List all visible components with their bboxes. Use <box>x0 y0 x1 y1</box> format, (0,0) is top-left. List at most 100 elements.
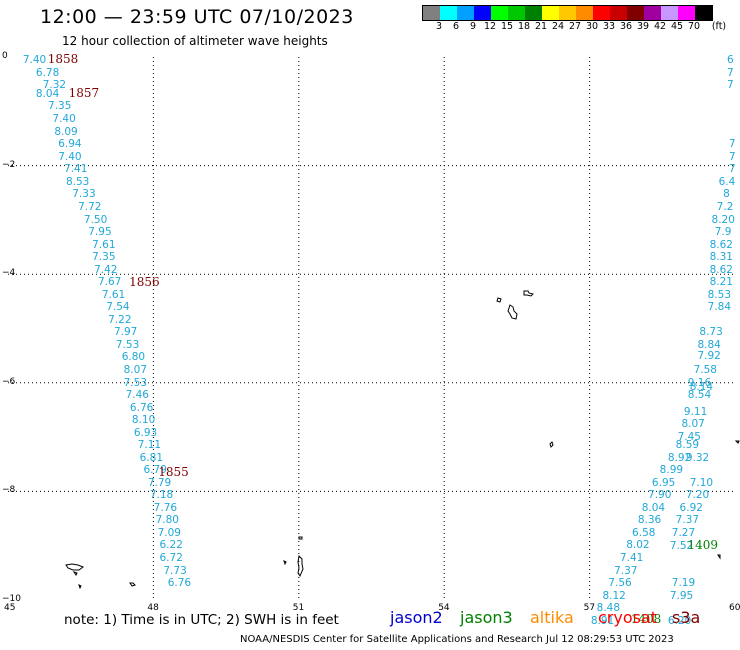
legend-swatch <box>525 6 542 20</box>
satellite-jason3: jason3 <box>460 608 513 627</box>
legend-swatch <box>610 6 627 20</box>
map-title: 12:00 — 23:59 UTC 07/10/2023 <box>40 6 354 28</box>
legend-swatch <box>644 6 661 20</box>
legend-swatch <box>661 6 678 20</box>
island-outline <box>283 560 287 566</box>
wave-height-value: 8.07 <box>681 418 705 431</box>
wave-height-value: 8.59 <box>675 439 700 452</box>
wave-height-value: 7.53 <box>123 376 148 389</box>
wave-height-value: 8.31 <box>709 251 733 264</box>
wave-height-value: 7.54 <box>106 301 130 314</box>
wave-height-value: 8.54 <box>687 389 712 402</box>
wave-height-value: 7.9 <box>714 226 732 239</box>
wave-height-value: 7 <box>726 66 734 79</box>
wave-height-value: 8.53 <box>65 175 90 188</box>
wave-height-value: 7 <box>728 138 736 151</box>
wave-height-value: 7.61 <box>92 238 116 251</box>
wave-height-value: 7.58 <box>693 363 717 376</box>
wave-height-value: 7.73 <box>163 564 187 577</box>
wave-height-value: 7.35 <box>92 251 116 264</box>
wave-height-value: 7.41 <box>619 552 644 565</box>
legend-label: 21 <box>534 21 548 32</box>
wave-height-value: 7 <box>728 163 736 176</box>
footer-credit: NOAA/NESDIS Center for Satellite Applica… <box>240 634 674 645</box>
wave-height-value: 7.40 <box>58 150 82 163</box>
wave-height-value: 7.19 <box>671 577 696 590</box>
wave-height-value: 7.72 <box>78 200 102 213</box>
wave-height-value: 8.10 <box>131 414 156 427</box>
wave-height-value: 8.14 <box>689 381 714 394</box>
wave-height-value: 7.35 <box>48 100 72 113</box>
island-outline <box>129 582 136 587</box>
wave-height-value: 7.32 <box>42 79 67 92</box>
legend-label: 39 <box>636 21 650 32</box>
wave-height-value: 7 <box>728 150 736 163</box>
color-scale-legend <box>422 5 713 21</box>
island-outline <box>734 440 740 444</box>
legend-label: 70 <box>687 21 701 32</box>
wave-height-value: 7.45 <box>677 430 701 443</box>
wave-height-value: 6.72 <box>159 552 183 565</box>
wave-height-value: 6.20 <box>667 614 692 627</box>
x-tick-label: 54 <box>438 603 450 613</box>
legend-label: 3 <box>435 21 443 32</box>
x-tick-label: 60 <box>729 603 740 613</box>
wave-height-value: 7.84 <box>707 301 732 314</box>
legend-label: 12 <box>483 21 497 32</box>
wave-height-value: 6.79 <box>143 464 167 477</box>
wave-height-value: 8.73 <box>699 326 723 339</box>
wave-height-value: 6.78 <box>35 66 60 79</box>
wave-height-value: 7.11 <box>137 439 162 452</box>
island-outline <box>65 563 85 571</box>
wave-height-value: 6.76 <box>129 401 154 414</box>
wave-height-value: 7.95 <box>669 589 694 602</box>
wave-height-value: 7.27 <box>671 526 696 539</box>
wave-height-value: 6.92 <box>679 501 703 514</box>
grid-lines <box>8 57 735 600</box>
wave-height-value: 7.18 <box>149 489 174 502</box>
island-outline <box>298 536 303 540</box>
island-outline <box>549 441 554 448</box>
wave-height-value: 8.48 <box>596 602 621 615</box>
legend-swatch <box>440 6 457 20</box>
legend-swatch <box>457 6 474 20</box>
y-tick-label: −4 <box>2 268 16 279</box>
legend-swatch <box>678 6 695 20</box>
wave-height-value: 8.62 <box>709 238 733 251</box>
wave-height-value: 8.07 <box>123 363 148 376</box>
legend-swatch <box>508 6 525 20</box>
legend-swatch <box>423 6 440 20</box>
legend-label: 42 <box>653 21 667 32</box>
wave-height-value: 8.99 <box>659 464 684 477</box>
wave-height-value: 6.4 <box>718 175 736 188</box>
wave-height-value: 7.40 <box>22 54 47 67</box>
wave-height-value: 6.80 <box>121 351 146 364</box>
pass-time-label: 1858 <box>47 51 79 66</box>
pass-time-label: 1856 <box>129 274 160 289</box>
island-outline <box>496 297 502 303</box>
wave-height-value: 7.37 <box>675 514 700 527</box>
satellite-s3a: s3a <box>672 608 701 627</box>
wave-height-value: 8.92 <box>667 451 692 464</box>
y-tick-label: −2 <box>2 159 16 170</box>
pass-time-label: 1855 <box>158 464 189 479</box>
wave-height-value: 8.84 <box>697 338 721 351</box>
wave-height-value: 7.79 <box>147 476 172 489</box>
wave-height-value: 7.10 <box>689 476 714 489</box>
wave-height-value: 7.46 <box>125 389 149 402</box>
wave-height-value: 7.33 <box>72 188 96 201</box>
legend-label: 6 <box>452 21 460 32</box>
wave-height-value: 7.67 <box>97 276 122 289</box>
legend-label: 36 <box>619 21 633 32</box>
wave-height-value: 7.52 <box>669 539 694 552</box>
wave-height-value: 6.81 <box>139 451 164 464</box>
wave-height-value: 8.12 <box>602 589 626 602</box>
legend-label: 18 <box>517 21 531 32</box>
legend-swatch <box>627 6 644 20</box>
wave-height-value: 7.50 <box>83 213 108 226</box>
island-outline <box>507 304 518 320</box>
wave-height-value: 7.61 <box>101 288 126 301</box>
legend-label: 45 <box>670 21 684 32</box>
legend-label: 30 <box>585 21 599 32</box>
